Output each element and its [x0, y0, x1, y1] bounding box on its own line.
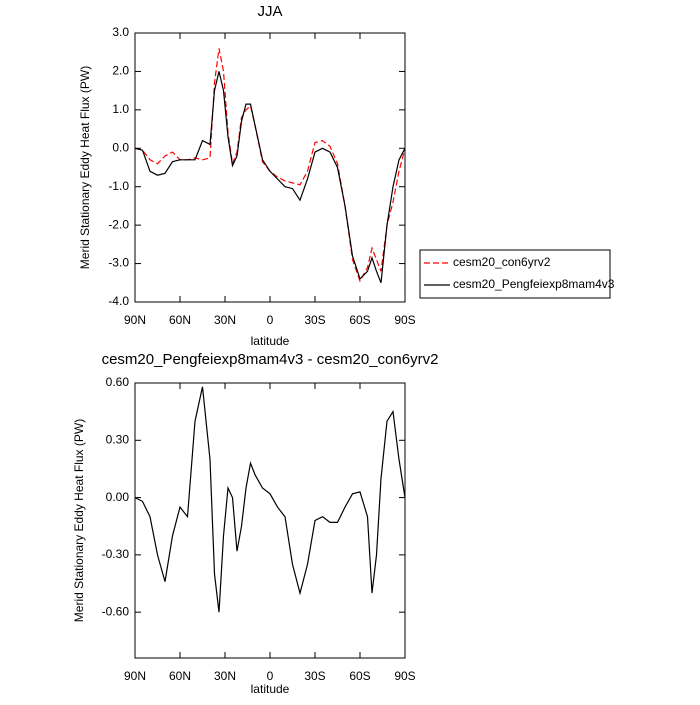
y-tick-label: 0.30 [106, 432, 130, 446]
x-axis-label: latitude [251, 682, 290, 696]
x-tick-label: 30S [304, 313, 325, 327]
y-tick-label: 0.0 [112, 140, 129, 154]
x-tick-label: 30S [304, 669, 325, 683]
x-tick-label: 0 [267, 313, 274, 327]
chart-title: JJA [257, 3, 282, 20]
y-tick-label: -0.60 [102, 604, 130, 618]
x-tick-label: 90S [394, 669, 415, 683]
y-axis-label: Merid Stationary Eddy Heat Flux (PW) [72, 419, 86, 622]
legend: cesm20_con6yrv2 cesm20_Pengfeiexp8mam4v3 [419, 249, 615, 299]
y-tick-label: 2.0 [112, 64, 129, 78]
legend-label: cesm20_Pengfeiexp8mam4v3 [453, 277, 615, 291]
x-tick-label: 90N [124, 669, 146, 683]
y-tick-label: -4.0 [108, 294, 129, 308]
x-tick-label: 90S [394, 313, 415, 327]
x-tick-label: 60N [169, 313, 191, 327]
x-axis-label: latitude [251, 334, 290, 348]
x-tick-label: 60N [169, 669, 191, 683]
y-tick-label: 0.00 [106, 490, 130, 504]
y-tick-label: 3.0 [112, 25, 129, 39]
y-tick-label: -0.30 [102, 547, 130, 561]
x-tick-label: 30N [214, 313, 236, 327]
plot-frame [134, 32, 406, 303]
legend-label: cesm20_con6yrv2 [453, 255, 551, 269]
y-tick-label: 0.60 [106, 375, 130, 389]
data-line [134, 71, 406, 284]
plot-frame [134, 382, 406, 659]
x-tick-label: 90N [124, 313, 146, 327]
y-tick-label: -2.0 [108, 217, 129, 231]
chart-title: cesm20_Pengfeiexp8mam4v3 - cesm20_con6yr… [102, 351, 439, 368]
x-tick-label: 30N [214, 669, 236, 683]
x-tick-label: 60S [349, 313, 370, 327]
y-axis-label: Merid Stationary Eddy Heat Flux (PW) [78, 66, 92, 269]
data-line [134, 48, 406, 283]
y-tick-label: -3.0 [108, 256, 129, 270]
y-tick-label: -1.0 [108, 179, 129, 193]
legend-box [419, 249, 611, 299]
x-tick-label: 0 [267, 669, 274, 683]
y-tick-label: 1.0 [112, 102, 129, 116]
x-tick-label: 60S [349, 669, 370, 683]
data-line [134, 386, 406, 613]
